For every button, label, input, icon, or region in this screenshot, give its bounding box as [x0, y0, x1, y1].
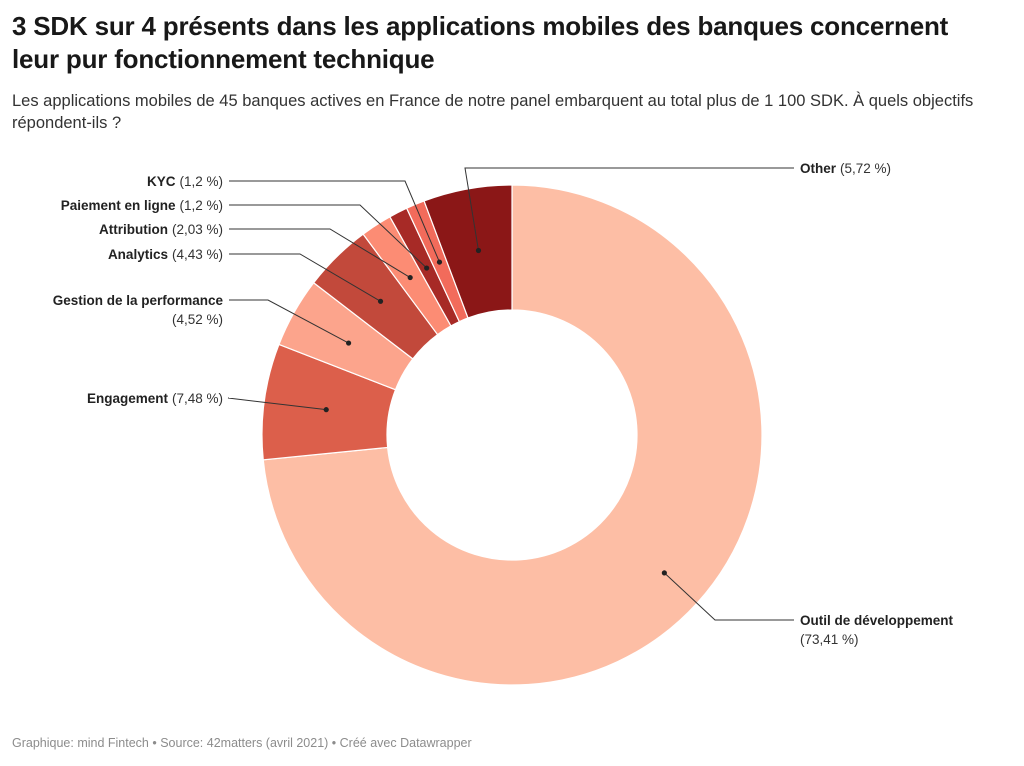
leader-line-other [464, 167, 794, 251]
leader-line-outil-de-developpement [664, 572, 794, 621]
leader-dot-paiement-en-ligne [424, 265, 430, 271]
leader-dot-analytics [377, 298, 384, 304]
chart-footer: Graphique: mind Fintech • Source: 42matt… [12, 736, 472, 750]
leader-line-gestion-de-la-performance [229, 299, 349, 344]
label-value-outil-de-developpement: (73,41 %) [800, 632, 859, 647]
leader-dot-other [475, 247, 482, 254]
leader-lines-layer [227, 167, 794, 621]
label-analytics: Analytics (4,43 %) [108, 247, 223, 262]
label-attribution: Attribution (2,03 %) [99, 222, 223, 237]
label-paiement-en-ligne: Paiement en ligne (1,2 %) [61, 198, 223, 213]
leader-dot-gestion-de-la-performance [345, 340, 352, 346]
label-name-gestion-de-la-performance: Gestion de la performance [53, 293, 224, 308]
label-value-analytics: (4,43 %) [172, 247, 223, 262]
chart-title: 3 SDK sur 4 présents dans les applicatio… [12, 11, 949, 74]
label-gestion-de-la-performance: Gestion de la performance (4,52 %) [53, 293, 224, 327]
leader-line-analytics [229, 253, 381, 302]
leader-line-attribution [229, 228, 411, 278]
label-other: Other (5,72 %) [800, 161, 891, 176]
label-outil-de-developpement: Outil de développement (73,41 %) [800, 613, 954, 647]
label-name-attribution: Attribution [99, 222, 168, 237]
label-value-kyc: (1,2 %) [179, 174, 223, 189]
leader-dot-outil-de-developpement [661, 570, 667, 576]
label-value-gestion-de-la-performance: (4,52 %) [172, 312, 223, 327]
slices-layer [261, 184, 763, 686]
label-name-outil-de-developpement: Outil de développement [800, 613, 954, 628]
label-value-paiement-en-ligne: (1,2 %) [179, 198, 223, 213]
leader-dot-engagement [323, 407, 329, 413]
labels-layer: Outil de développement (73,41 %) Engagemen… [53, 161, 954, 647]
label-name-kyc: KYC [147, 174, 176, 189]
leader-dot-attribution [407, 274, 413, 281]
label-engagement: Engagement (7,48 %) [87, 391, 223, 406]
leader-line-kyc [229, 180, 440, 263]
label-value-engagement: (7,48 %) [172, 391, 223, 406]
label-value-attribution: (2,03 %) [172, 222, 223, 237]
leader-line-paiement-en-ligne [229, 204, 428, 269]
leader-dot-kyc [436, 259, 443, 265]
label-name-analytics: Analytics [108, 247, 168, 262]
label-name-engagement: Engagement [87, 391, 169, 406]
leader-line-engagement [227, 397, 327, 411]
label-kyc: KYC (1,2 %) [147, 174, 223, 189]
label-value-other: (5,72 %) [840, 161, 891, 176]
slice-other [423, 184, 513, 319]
chart-subtitle: Les applications mobiles de 45 banques a… [12, 92, 974, 132]
slice-outil-de-developpement [262, 184, 763, 686]
label-name-other: Other [800, 161, 837, 176]
label-name-paiement-en-ligne: Paiement en ligne [61, 198, 176, 213]
